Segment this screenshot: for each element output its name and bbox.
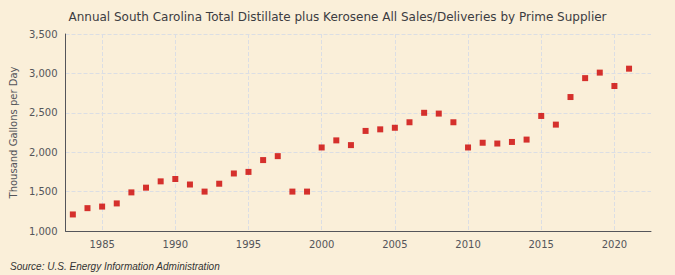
svg-text:1,500: 1,500: [29, 186, 58, 197]
svg-text:1985: 1985: [89, 239, 114, 250]
svg-text:2000: 2000: [309, 239, 334, 250]
svg-text:3,000: 3,000: [29, 68, 58, 79]
svg-text:1995: 1995: [236, 239, 261, 250]
svg-text:2005: 2005: [382, 239, 407, 250]
svg-text:2020: 2020: [602, 239, 627, 250]
svg-text:3,500: 3,500: [29, 29, 58, 40]
svg-text:Annual South Carolina Total Di: Annual South Carolina Total Distillate p…: [68, 10, 606, 24]
svg-text:1,000: 1,000: [29, 226, 58, 237]
svg-text:2015: 2015: [528, 239, 553, 250]
svg-text:1990: 1990: [163, 239, 188, 250]
svg-text:Thousand Gallons per Day: Thousand Gallons per Day: [8, 66, 19, 199]
svg-text:Source: U.S. Energy Informatio: Source: U.S. Energy Information Administ…: [10, 261, 220, 272]
svg-text:2,000: 2,000: [29, 147, 58, 158]
svg-text:2,500: 2,500: [29, 107, 58, 118]
svg-text:2010: 2010: [455, 239, 480, 250]
